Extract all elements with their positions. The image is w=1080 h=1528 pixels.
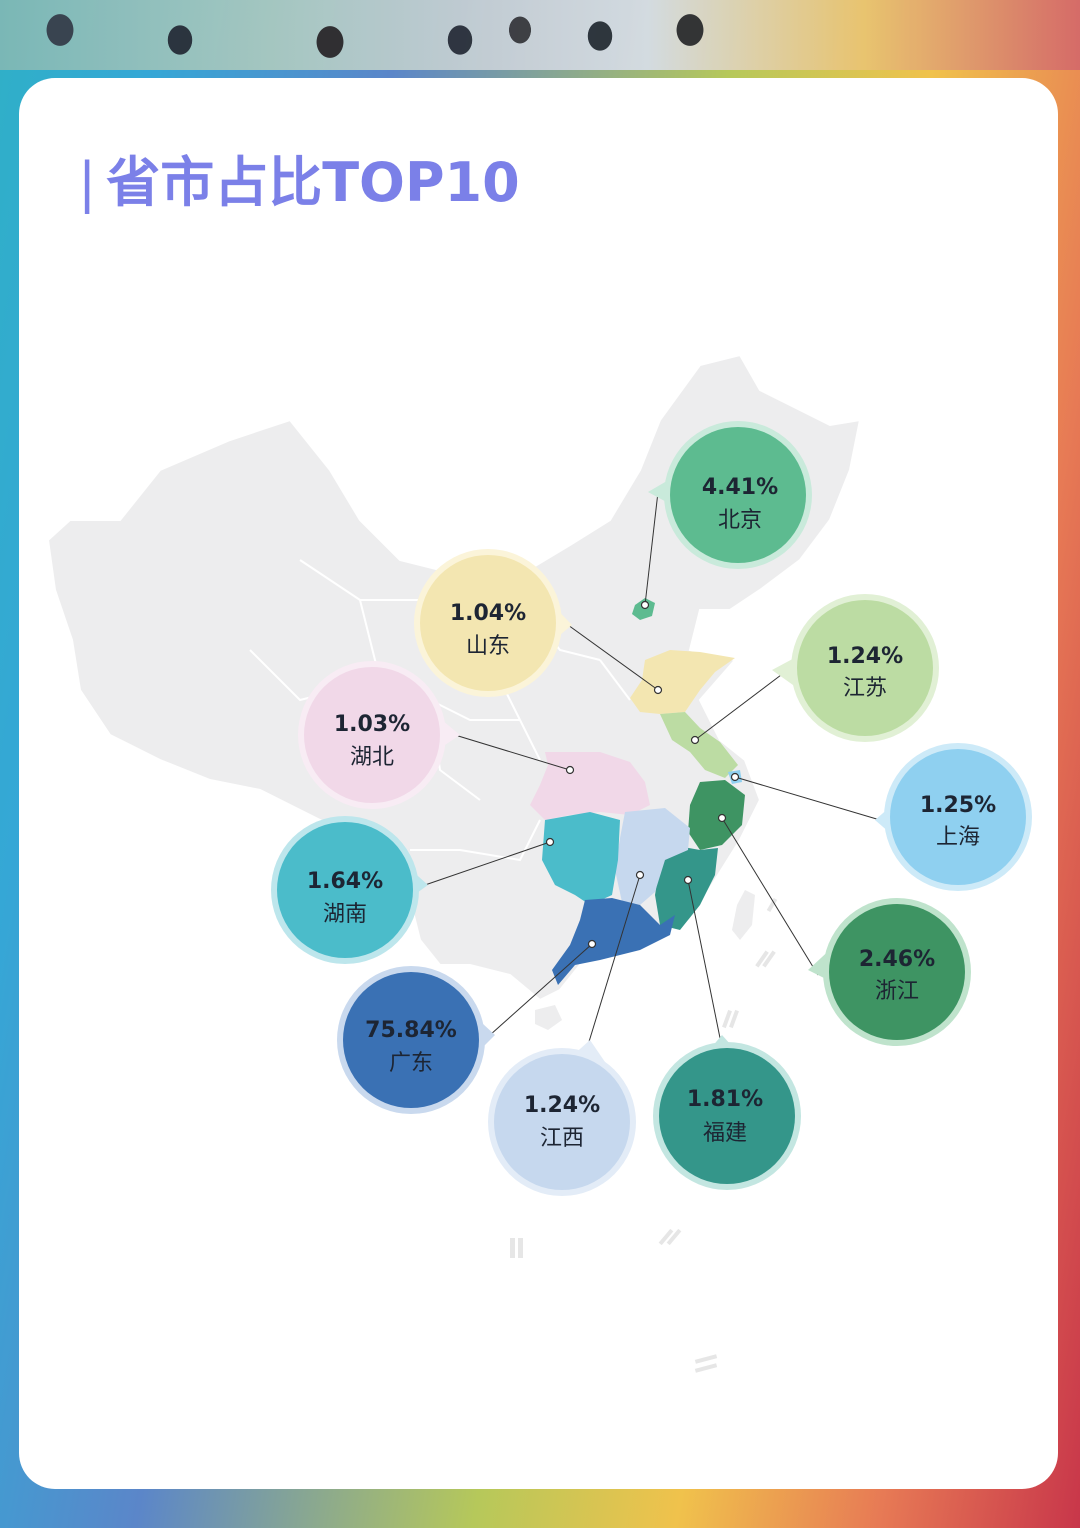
bubble-name-shandong: 山东 bbox=[466, 634, 510, 659]
bubble-value-shandong: 1.04% bbox=[450, 601, 526, 626]
bubble-value-jiangxi: 1.24% bbox=[524, 1093, 600, 1118]
province-shape-shandong bbox=[630, 650, 735, 714]
bubble-value-fujian: 1.81% bbox=[687, 1087, 763, 1112]
leader-line-hunan bbox=[424, 841, 551, 886]
province-shape-hunan bbox=[542, 812, 620, 905]
bubble-circle-zhejiang bbox=[829, 904, 965, 1040]
leader-line-jiangsu bbox=[694, 671, 786, 741]
bubble-name-zhejiang: 浙江 bbox=[875, 979, 919, 1004]
bubble-zhejiang: 2.46% 浙江 bbox=[808, 898, 971, 1046]
anchor-dot-fujian bbox=[683, 875, 693, 885]
anchor-dot-shandong bbox=[653, 685, 663, 695]
bubble-circle-hubei bbox=[304, 667, 440, 803]
province-shape-hubei bbox=[530, 752, 650, 820]
bubble-fujian: 1.81% 福建 bbox=[653, 1035, 801, 1190]
header-photo-strip bbox=[0, 0, 1080, 70]
page-title: | 省市占比TOP10 bbox=[78, 150, 520, 216]
anchor-dot-shanghai bbox=[730, 772, 740, 782]
anchor-dot-beijing bbox=[640, 600, 650, 610]
leader-line-jiangxi bbox=[587, 874, 641, 1046]
bubble-circle-beijing bbox=[670, 427, 806, 563]
bubble-name-jiangsu: 江苏 bbox=[843, 676, 887, 701]
bubble-value-jiangsu: 1.24% bbox=[827, 644, 903, 669]
bubble-hubei: 1.03% 湖北 bbox=[298, 661, 460, 809]
bubble-jiangxi: 1.24% 江西 bbox=[488, 1040, 636, 1196]
province-shapes bbox=[530, 598, 745, 985]
anchor-dots bbox=[545, 600, 740, 949]
province-shape-beijing bbox=[632, 598, 655, 620]
title-text: 省市占比TOP10 bbox=[106, 151, 520, 214]
bubble-jiangsu: 1.24% 江苏 bbox=[772, 594, 939, 742]
bubble-circle-shandong bbox=[420, 555, 556, 691]
bubble-shandong: 1.04% 山东 bbox=[414, 549, 572, 697]
anchor-dot-guangdong bbox=[587, 939, 597, 949]
bubble-name-shanghai: 上海 bbox=[936, 825, 980, 850]
anchor-dot-hunan bbox=[545, 837, 555, 847]
bubble-hunan: 1.64% 湖南 bbox=[271, 816, 428, 964]
bubble-name-beijing: 北京 bbox=[718, 508, 762, 533]
bubble-value-beijing: 4.41% bbox=[702, 475, 778, 500]
bubble-name-fujian: 福建 bbox=[703, 1121, 747, 1146]
bubble-value-shanghai: 1.25% bbox=[920, 793, 996, 818]
bubble-circle-fujian bbox=[659, 1048, 795, 1184]
anchor-dot-jiangsu bbox=[690, 735, 700, 745]
bubble-name-guangdong: 广东 bbox=[389, 1051, 433, 1076]
leader-line-shandong bbox=[567, 624, 659, 691]
bubble-name-hubei: 湖北 bbox=[350, 745, 394, 770]
bubble-circle-jiangsu bbox=[797, 600, 933, 736]
bubble-shanghai: 1.25% 上海 bbox=[875, 743, 1032, 891]
anchor-dot-hubei bbox=[565, 765, 575, 775]
title-bar: | bbox=[78, 151, 97, 214]
leader-line-fujian bbox=[687, 879, 721, 1039]
bubble-circle-shanghai bbox=[890, 749, 1026, 885]
leader-line-guangdong bbox=[489, 943, 593, 1036]
bubble-circle-jiangxi bbox=[494, 1054, 630, 1190]
leader-line-shanghai bbox=[734, 776, 881, 821]
province-shape-fujian bbox=[655, 845, 718, 930]
province-shape-guangdong bbox=[552, 898, 675, 985]
leader-line-beijing bbox=[644, 491, 659, 606]
bubble-value-hunan: 1.64% bbox=[307, 869, 383, 894]
leader-line-hubei bbox=[454, 734, 571, 771]
island-marks bbox=[510, 897, 778, 1373]
bubble-value-guangdong: 75.84% bbox=[365, 1018, 457, 1043]
province-shape-jiangxi bbox=[615, 808, 690, 905]
bubble-circle-hunan bbox=[277, 822, 413, 958]
leader-lines bbox=[424, 491, 881, 1046]
bubble-value-zhejiang: 2.46% bbox=[859, 947, 935, 972]
bubble-name-hunan: 湖南 bbox=[323, 902, 367, 927]
bubble-value-hubei: 1.03% bbox=[334, 712, 410, 737]
bubble-circle-guangdong bbox=[343, 972, 479, 1108]
bubble-name-jiangxi: 江西 bbox=[540, 1126, 584, 1151]
anchor-dot-zhejiang bbox=[717, 813, 727, 823]
anchor-dot-jiangxi bbox=[635, 870, 645, 880]
bubble-guangdong: 75.84% 广东 bbox=[337, 966, 495, 1114]
leader-line-zhejiang bbox=[721, 817, 819, 976]
province-shape-jiangsu bbox=[660, 712, 738, 778]
bubble-beijing: 4.41% 北京 bbox=[648, 421, 812, 569]
